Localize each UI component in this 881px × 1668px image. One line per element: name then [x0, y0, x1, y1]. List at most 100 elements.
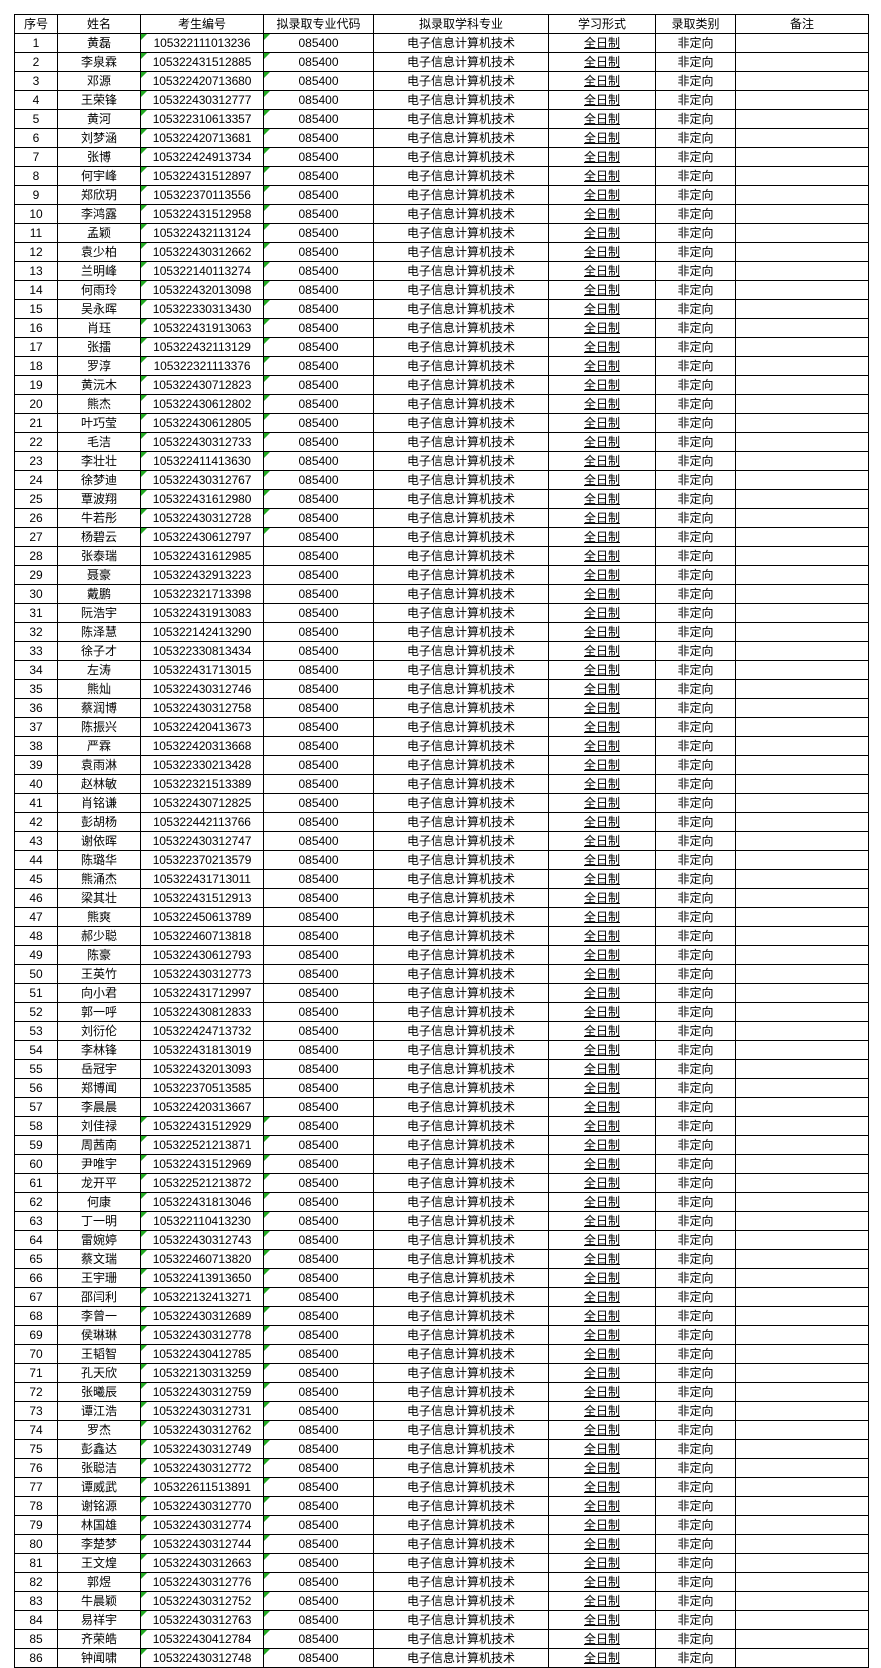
- cell-exam-id: 105322430712823: [140, 375, 264, 395]
- cell-subject: 电子信息计算机技术: [373, 1591, 549, 1611]
- cell-name: 陈豪: [57, 945, 141, 965]
- study-form-text: 全日制: [583, 320, 620, 335]
- study-form-text: 全日制: [583, 1479, 620, 1494]
- cell-index: 82: [14, 1572, 58, 1592]
- study-form-text: 全日制: [583, 624, 620, 639]
- cell-admission-type: 非定向: [655, 356, 736, 376]
- cell-subject: 电子信息计算机技术: [373, 622, 549, 642]
- cell-exam-id: 105322431512958: [140, 204, 264, 224]
- table-row: 66 王宇珊 105322413913650 085400 电子信息计算机技术 全日制 非定…: [14, 1268, 869, 1288]
- cell-study-form: 全日制: [548, 109, 656, 129]
- cell-subject: 电子信息计算机技术: [373, 831, 549, 851]
- study-form-text: 全日制: [583, 871, 620, 886]
- cell-index: 24: [14, 470, 58, 490]
- cell-name: 李曾一: [57, 1306, 141, 1326]
- cell-note: [735, 774, 869, 794]
- cell-index: 54: [14, 1040, 58, 1060]
- cell-note: [735, 109, 869, 129]
- cell-subject: 电子信息计算机技术: [373, 1420, 549, 1440]
- cell-admission-type: 非定向: [655, 1382, 736, 1402]
- cell-note: [735, 831, 869, 851]
- study-form-text: 全日制: [583, 1232, 620, 1247]
- cell-major-code: 085400: [263, 1648, 374, 1668]
- cell-admission-type: 非定向: [655, 1610, 736, 1630]
- cell-index: 5: [14, 109, 58, 129]
- study-form-text: 全日制: [583, 833, 620, 848]
- cell-exam-id: 105322420713681: [140, 128, 264, 148]
- cell-major-code: 085400: [263, 1515, 374, 1535]
- cell-note: [735, 470, 869, 490]
- cell-study-form: 全日制: [548, 1363, 656, 1383]
- cell-study-form: 全日制: [548, 1116, 656, 1136]
- table-row: 9 郑欣玥 105322370113556 085400 电子信息计算机技术 全日制 非定向: [14, 185, 869, 205]
- cell-exam-id: 105322430312777: [140, 90, 264, 110]
- cell-exam-id: 105322411413630: [140, 451, 264, 471]
- cell-subject: 电子信息计算机技术: [373, 812, 549, 832]
- cell-note: [735, 1610, 869, 1630]
- cell-name: 黄沅木: [57, 375, 141, 395]
- cell-study-form: 全日制: [548, 1553, 656, 1573]
- cell-name: 李楚梦: [57, 1534, 141, 1554]
- cell-name: 林国雄: [57, 1515, 141, 1535]
- study-form-text: 全日制: [583, 1156, 620, 1171]
- cell-name: 杨碧云: [57, 527, 141, 547]
- cell-name: 严霖: [57, 736, 141, 756]
- study-form-text: 全日制: [583, 1555, 620, 1570]
- cell-name: 齐荣皓: [57, 1629, 141, 1649]
- cell-exam-id: 105322430312758: [140, 698, 264, 718]
- cell-admission-type: 非定向: [655, 679, 736, 699]
- cell-index: 65: [14, 1249, 58, 1269]
- cell-admission-type: 非定向: [655, 299, 736, 319]
- table-row: 11 孟颖 105322432113124 085400 电子信息计算机技术 全日制 非定向: [14, 223, 869, 243]
- cell-subject: 电子信息计算机技术: [373, 489, 549, 509]
- cell-subject: 电子信息计算机技术: [373, 261, 549, 281]
- cell-study-form: 全日制: [548, 261, 656, 281]
- cell-note: [735, 280, 869, 300]
- study-form-text: 全日制: [583, 1517, 620, 1532]
- cell-major-code: 085400: [263, 907, 374, 927]
- study-form-text: 全日制: [583, 1460, 620, 1475]
- cell-index: 66: [14, 1268, 58, 1288]
- cell-study-form: 全日制: [548, 1097, 656, 1117]
- cell-major-code: 085400: [263, 71, 374, 91]
- cell-index: 7: [14, 147, 58, 167]
- cell-note: [735, 432, 869, 452]
- cell-major-code: 085400: [263, 375, 374, 395]
- cell-index: 39: [14, 755, 58, 775]
- table-row: 59 周茜南 105322521213871 085400 电子信息计算机技术 全日制 非定…: [14, 1135, 869, 1155]
- cell-index: 6: [14, 128, 58, 148]
- cell-exam-id: 105322431713015: [140, 660, 264, 680]
- cell-note: [735, 584, 869, 604]
- cell-major-code: 085400: [263, 527, 374, 547]
- cell-name: 郑欣玥: [57, 185, 141, 205]
- table-row: 85 齐荣皓 105322430412784 085400 电子信息计算机技术 全日制 非定…: [14, 1629, 869, 1649]
- cell-exam-id: 105322430312752: [140, 1591, 264, 1611]
- table-row: 15 吴永晖 105322330313430 085400 电子信息计算机技术 全日制 非定…: [14, 299, 869, 319]
- cell-note: [735, 717, 869, 737]
- cell-major-code: 085400: [263, 1382, 374, 1402]
- cell-subject: 电子信息计算机技术: [373, 1135, 549, 1155]
- study-form-text: 全日制: [583, 1612, 620, 1627]
- cell-name: 彭胡杨: [57, 812, 141, 832]
- cell-major-code: 085400: [263, 299, 374, 319]
- cell-note: [735, 1325, 869, 1345]
- study-form-text: 全日制: [583, 377, 620, 392]
- cell-subject: 电子信息计算机技术: [373, 660, 549, 680]
- table-row: 48 郝少聪 105322460713818 085400 电子信息计算机技术 全日制 非定…: [14, 926, 869, 946]
- header-row: 序号 姓名 考生编号 拟录取专业代码 拟录取学科专业 学习形式 录取类别 备注: [14, 14, 869, 34]
- cell-name: 熊爽: [57, 907, 141, 927]
- cell-admission-type: 非定向: [655, 964, 736, 984]
- cell-index: 83: [14, 1591, 58, 1611]
- table-header: 序号 姓名 考生编号 拟录取专业代码 拟录取学科专业 学习形式 录取类别 备注: [14, 14, 869, 34]
- cell-study-form: 全日制: [548, 1268, 656, 1288]
- admission-list-table: 序号 姓名 考生编号 拟录取专业代码 拟录取学科专业 学习形式 录取类别 备注 …: [14, 14, 869, 1668]
- cell-exam-id: 105322460713818: [140, 926, 264, 946]
- cell-name: 罗淳: [57, 356, 141, 376]
- cell-name: 丁一明: [57, 1211, 141, 1231]
- study-form-text: 全日制: [583, 415, 620, 430]
- cell-exam-id: 105322431712997: [140, 983, 264, 1003]
- cell-major-code: 085400: [263, 1154, 374, 1174]
- cell-index: 86: [14, 1648, 58, 1668]
- cell-subject: 电子信息计算机技术: [373, 679, 549, 699]
- cell-exam-id: 105322431512913: [140, 888, 264, 908]
